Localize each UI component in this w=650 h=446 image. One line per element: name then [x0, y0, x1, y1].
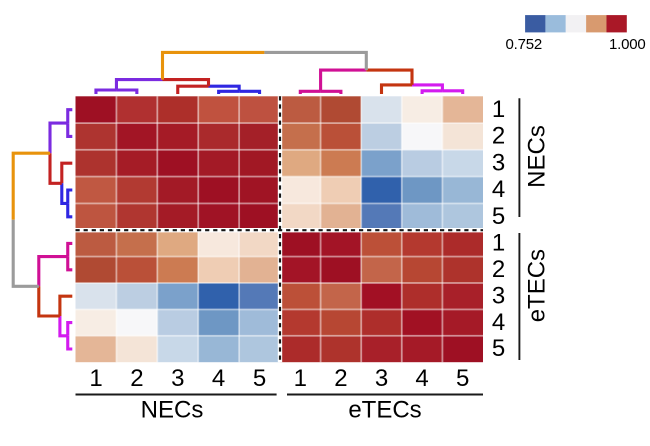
svg-text:4: 4 — [492, 176, 505, 203]
svg-text:1: 1 — [492, 96, 505, 123]
svg-text:3: 3 — [171, 365, 184, 392]
svg-text:eTECs: eTECs — [348, 397, 421, 424]
svg-text:5: 5 — [456, 365, 469, 392]
svg-text:4: 4 — [415, 365, 428, 392]
svg-text:2: 2 — [130, 365, 143, 392]
svg-text:5: 5 — [492, 335, 505, 362]
svg-text:2: 2 — [492, 123, 505, 150]
svg-text:2: 2 — [334, 365, 347, 392]
svg-text:NECs: NECs — [141, 397, 204, 424]
svg-text:1: 1 — [492, 230, 505, 257]
svg-text:3: 3 — [375, 365, 388, 392]
svg-text:5: 5 — [253, 365, 266, 392]
svg-text:0.752: 0.752 — [506, 36, 543, 53]
svg-text:1.000: 1.000 — [609, 36, 646, 53]
svg-text:3: 3 — [492, 282, 505, 309]
svg-text:1: 1 — [89, 365, 102, 392]
svg-text:2: 2 — [492, 256, 505, 283]
svg-text:3: 3 — [492, 149, 505, 176]
svg-text:4: 4 — [492, 309, 505, 336]
svg-text:1: 1 — [294, 365, 307, 392]
svg-text:5: 5 — [492, 203, 505, 230]
svg-text:4: 4 — [212, 365, 225, 392]
svg-text:NECs: NECs — [524, 125, 551, 188]
svg-text:eTECs: eTECs — [524, 249, 551, 322]
